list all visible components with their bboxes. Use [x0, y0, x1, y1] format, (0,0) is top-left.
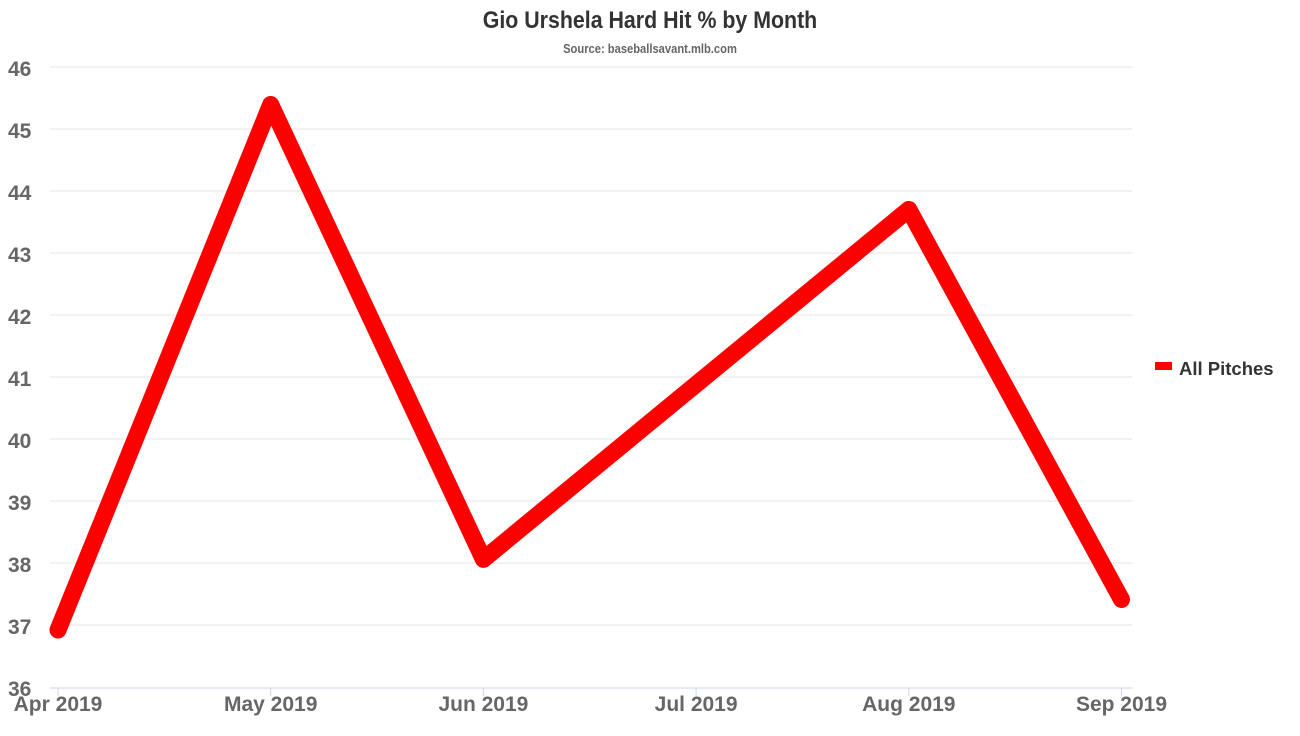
svg-text:43: 43: [8, 244, 31, 267]
svg-text:Aug 2019: Aug 2019: [862, 693, 955, 716]
svg-text:39: 39: [8, 492, 31, 515]
svg-text:40: 40: [8, 430, 31, 453]
svg-text:45: 45: [8, 120, 32, 143]
svg-text:46: 46: [8, 58, 31, 81]
svg-text:Jun 2019: Jun 2019: [438, 693, 528, 716]
svg-text:42: 42: [8, 306, 31, 329]
svg-text:May 2019: May 2019: [224, 693, 317, 716]
svg-text:Jul 2019: Jul 2019: [655, 693, 738, 716]
svg-text:44: 44: [8, 182, 32, 205]
svg-text:Apr 2019: Apr 2019: [14, 693, 103, 716]
svg-text:Gio Urshela Hard Hit % by Mont: Gio Urshela Hard Hit % by Month: [483, 6, 817, 33]
svg-text:Source: baseballsavant.mlb.com: Source: baseballsavant.mlb.com: [563, 41, 737, 56]
svg-text:37: 37: [8, 616, 31, 639]
svg-text:38: 38: [8, 554, 32, 577]
svg-text:41: 41: [8, 368, 32, 391]
svg-text:All Pitches: All Pitches: [1179, 358, 1274, 379]
svg-text:Sep 2019: Sep 2019: [1076, 693, 1167, 716]
